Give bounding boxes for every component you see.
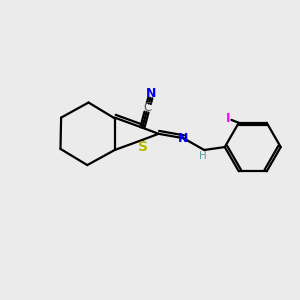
Text: C: C	[143, 101, 152, 114]
Text: N: N	[178, 132, 189, 145]
Text: H: H	[199, 152, 207, 161]
Text: I: I	[226, 112, 231, 125]
Text: S: S	[138, 140, 148, 154]
Text: N: N	[146, 87, 157, 100]
